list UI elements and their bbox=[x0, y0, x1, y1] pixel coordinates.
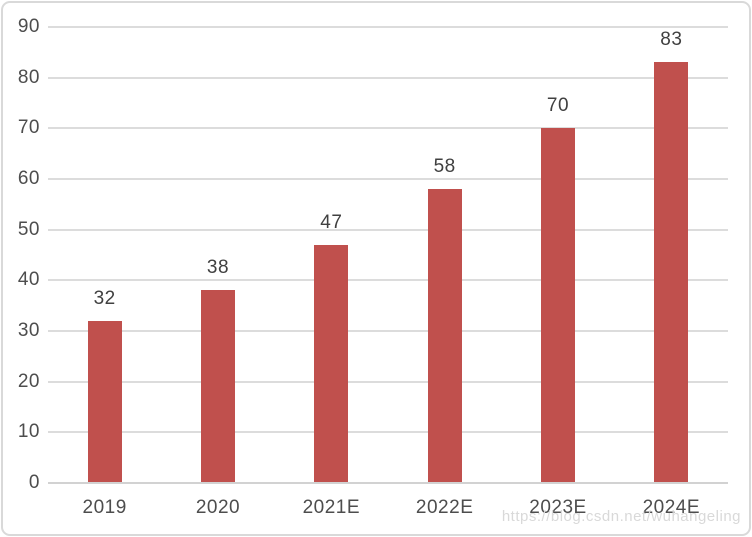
gridline bbox=[48, 330, 728, 332]
bar-2023E bbox=[541, 128, 575, 482]
y-tick-label: 0 bbox=[28, 472, 40, 493]
y-tick-label: 10 bbox=[17, 421, 40, 443]
y-tick-label: 80 bbox=[17, 66, 40, 88]
bar-2022E bbox=[427, 189, 462, 482]
y-tick-label: 50 bbox=[17, 218, 40, 240]
bar-value-label: 47 bbox=[320, 211, 343, 233]
x-axis-line bbox=[48, 482, 728, 484]
y-tick-label: 40 bbox=[17, 269, 40, 291]
y-tick-label: 30 bbox=[17, 320, 40, 341]
y-tick-label: 60 bbox=[17, 168, 40, 189]
gridline bbox=[48, 178, 728, 180]
y-tick-label: 90 bbox=[17, 16, 40, 37]
x-tick-label: 2024E bbox=[642, 497, 701, 518]
gridline bbox=[48, 26, 728, 28]
bar-value-label: 70 bbox=[546, 95, 570, 117]
bar-value-label: 83 bbox=[660, 29, 683, 51]
bar-2020 bbox=[201, 290, 235, 482]
x-tick-label: 2022E bbox=[415, 497, 474, 518]
gridline bbox=[48, 127, 728, 130]
bar-2024E bbox=[654, 62, 689, 482]
x-tick-label: 2020 bbox=[195, 497, 241, 518]
y-tick-label: 20 bbox=[17, 370, 40, 392]
bar-value-label: 32 bbox=[93, 287, 116, 309]
x-tick-label: 2019 bbox=[82, 497, 127, 518]
gridline bbox=[48, 76, 728, 79]
gridline bbox=[48, 279, 728, 282]
gridline bbox=[48, 228, 728, 231]
bar-2019 bbox=[87, 320, 122, 482]
x-tick-label: 2021E bbox=[302, 497, 361, 518]
bar-value-label: 38 bbox=[206, 257, 230, 279]
x-tick-label: 2023E bbox=[529, 497, 587, 518]
watermark: https://blog.csdn.net/wuhangeling bbox=[501, 508, 741, 525]
bar-value-label: 58 bbox=[433, 156, 456, 178]
y-tick-label: 70 bbox=[17, 117, 40, 139]
gridline bbox=[48, 431, 728, 434]
bar-2021E bbox=[314, 244, 349, 482]
gridline bbox=[48, 380, 728, 383]
